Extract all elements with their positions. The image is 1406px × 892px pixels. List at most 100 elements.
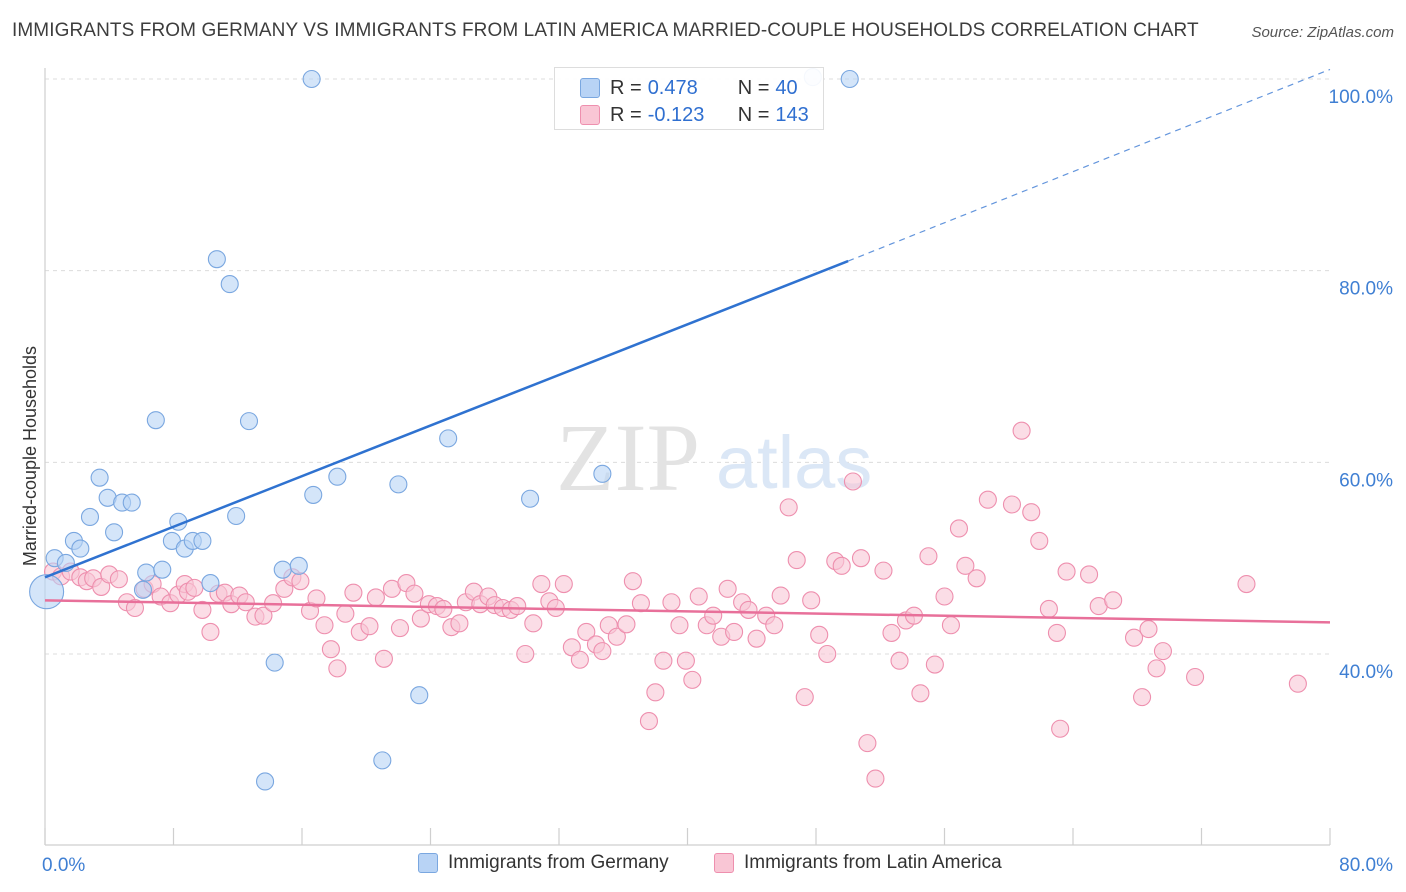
latin-america-point	[941, 616, 960, 635]
latin-america-point	[1047, 623, 1066, 642]
latin-america-point	[1002, 495, 1022, 514]
stats-row-germany: R = 0.478 N = 40	[580, 75, 798, 101]
latin-america-point	[1012, 421, 1031, 440]
latin-america-point	[201, 622, 220, 642]
latin-america-point	[577, 622, 596, 642]
latin-america-point	[935, 587, 954, 606]
latin-america-point	[236, 593, 255, 612]
germany-swatch	[580, 78, 600, 98]
latin-america-point	[646, 683, 665, 702]
chart-source: Source: ZipAtlas.com	[1251, 24, 1394, 41]
latin-america-point	[524, 614, 543, 633]
latin-america-point	[725, 622, 744, 642]
latin-america-point	[291, 572, 310, 591]
germany-point	[840, 69, 859, 89]
germany-point	[201, 574, 220, 593]
latin-america-point	[109, 570, 128, 589]
latin-america-point	[858, 734, 877, 753]
germany-point	[122, 493, 141, 512]
germany-n-label: N =	[737, 76, 770, 99]
latin-america-point	[978, 490, 997, 509]
latin-america-point	[125, 598, 144, 618]
germany-n-value: 40	[775, 76, 798, 99]
germany-r-label: R =	[610, 76, 642, 99]
latin-america-point	[508, 597, 527, 616]
latin-america-point	[1030, 531, 1049, 550]
latin-america-point	[802, 591, 821, 610]
germany-point	[389, 475, 408, 494]
latin-america-point	[779, 498, 798, 517]
latin-america-point	[1153, 642, 1172, 661]
latin-america-point	[1124, 628, 1144, 647]
latin-america-point	[1039, 599, 1058, 619]
latin-america-point	[949, 519, 969, 538]
latin-america-point	[593, 642, 612, 661]
latin-america-point	[554, 574, 573, 594]
latin-america-point	[639, 712, 659, 731]
germany-point	[133, 580, 153, 599]
latin-america-point	[925, 655, 944, 674]
latin-america-point	[374, 649, 393, 668]
latin-america-point	[1147, 659, 1166, 678]
latin-america-point	[787, 551, 806, 570]
germany-point	[256, 772, 275, 791]
y-tick-label: 60.0%	[1339, 470, 1393, 491]
latin-america-point	[623, 572, 642, 591]
germany-trend-line	[44, 259, 849, 579]
latin-n-value: 143	[775, 103, 809, 126]
latin-america-point	[434, 599, 453, 619]
germany-point	[227, 506, 246, 526]
latin-america-point	[956, 556, 975, 575]
x-tick-label: 0.0%	[42, 855, 85, 876]
germany-trend-extension	[847, 68, 1331, 262]
latin-america-point	[866, 769, 885, 788]
latin-america-point	[851, 549, 871, 568]
germany-point	[193, 531, 212, 550]
latin-america-point	[344, 583, 363, 602]
latin-america-point	[1080, 565, 1099, 584]
latin-america-point	[607, 627, 626, 646]
latin-america-point	[765, 616, 784, 635]
y-tick-label: 100.0%	[1329, 87, 1394, 108]
germany-point	[153, 560, 172, 579]
latin-america-point	[405, 584, 424, 603]
latin-america-point	[411, 609, 430, 628]
latin-america-point	[321, 640, 340, 659]
x-tick-label: 80.0%	[1339, 855, 1393, 876]
germany-point	[521, 489, 540, 508]
watermark: ZIP atlas	[556, 404, 872, 511]
germany-point	[220, 275, 239, 294]
germany-point	[137, 563, 156, 582]
latin-n-label: N =	[737, 103, 770, 126]
latin-america-point	[890, 651, 909, 670]
latin-america-point	[818, 644, 837, 664]
germany-points	[29, 68, 859, 791]
latin-america-point	[882, 623, 901, 642]
germany-point	[239, 412, 259, 431]
chart-title: IMMIGRANTS FROM GERMANY VS IMMIGRANTS FR…	[12, 20, 1199, 41]
latin-america-point	[843, 472, 862, 491]
latin-america-point	[1057, 562, 1076, 581]
germany-point	[593, 464, 612, 483]
stats-legend-box: R = 0.478 N = 40 R = -0.123 N = 143	[554, 67, 824, 130]
latin-america-point	[570, 650, 589, 669]
latin-america-point	[747, 629, 766, 648]
latin-america-point	[617, 615, 636, 634]
latin-r-label: R =	[610, 103, 642, 126]
latin-america-point	[662, 593, 681, 612]
latin-america-point	[631, 594, 650, 613]
latin-america-point	[683, 670, 702, 689]
legend-item-latin[interactable]: Immigrants from Latin America	[714, 852, 1002, 874]
latin-america-point	[771, 586, 790, 605]
latin-america-point	[360, 617, 379, 636]
latin-america-point	[1104, 591, 1123, 610]
watermark-atlas: atlas	[716, 421, 872, 504]
latin-america-point	[1186, 667, 1205, 687]
stats-row-latin: R = -0.123 N = 143	[580, 102, 809, 128]
legend-latin-swatch	[714, 853, 734, 873]
latin-america-point	[967, 569, 986, 588]
germany-point	[410, 686, 429, 705]
latin-america-point	[670, 616, 689, 635]
germany-point	[207, 250, 226, 269]
legend-item-germany[interactable]: Immigrants from Germany	[418, 852, 669, 874]
